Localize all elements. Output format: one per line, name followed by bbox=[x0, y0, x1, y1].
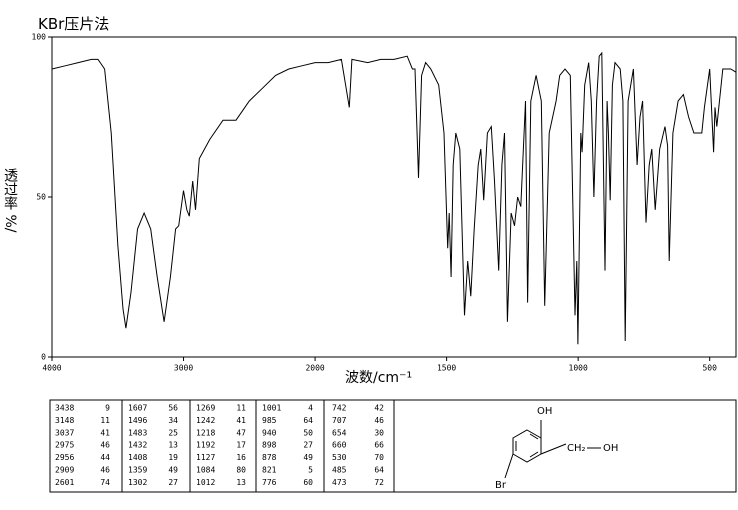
benzene-ring bbox=[504, 420, 601, 479]
peak-transmittance: 13 bbox=[236, 478, 246, 487]
peak-wavenumber: 1084 bbox=[196, 466, 215, 475]
peak-transmittance: 42 bbox=[374, 404, 384, 413]
peak-transmittance: 60 bbox=[303, 478, 313, 487]
peak-transmittance: 4 bbox=[308, 404, 313, 413]
peak-transmittance: 17 bbox=[236, 441, 246, 450]
peak-wavenumber: 1359 bbox=[128, 466, 147, 475]
peak-transmittance: 56 bbox=[168, 404, 178, 413]
spectrum-line bbox=[51, 51, 737, 345]
plot-frame bbox=[51, 36, 737, 358]
peak-wavenumber: 1012 bbox=[196, 478, 215, 487]
peak-wavenumber: 1408 bbox=[128, 453, 147, 462]
peak-wavenumber: 1483 bbox=[128, 428, 147, 437]
peak-wavenumber: 742 bbox=[332, 404, 347, 413]
peak-wavenumber: 2909 bbox=[55, 466, 74, 475]
peak-transmittance: 46 bbox=[100, 466, 110, 475]
x-tick-label: 4000 bbox=[42, 364, 61, 373]
peak-transmittance: 46 bbox=[100, 441, 110, 450]
peak-wavenumber: 3037 bbox=[55, 428, 74, 437]
peak-wavenumber: 1432 bbox=[128, 441, 147, 450]
br-label: Br bbox=[495, 480, 507, 491]
peak-wavenumber: 3148 bbox=[55, 416, 74, 425]
peak-wavenumber: 821 bbox=[262, 466, 277, 475]
peak-transmittance: 11 bbox=[236, 404, 246, 413]
peak-transmittance: 50 bbox=[303, 428, 313, 437]
peak-transmittance: 25 bbox=[168, 428, 178, 437]
peak-wavenumber: 1242 bbox=[196, 416, 215, 425]
peak-transmittance: 9 bbox=[105, 404, 110, 413]
y-tick-label: 100 bbox=[32, 33, 47, 42]
peak-wavenumber: 1496 bbox=[128, 416, 147, 425]
peak-wavenumber: 2975 bbox=[55, 441, 74, 450]
peak-transmittance: 34 bbox=[168, 416, 178, 425]
peak-wavenumber: 707 bbox=[332, 416, 347, 425]
peak-transmittance: 72 bbox=[374, 478, 384, 487]
peak-wavenumber: 1607 bbox=[128, 404, 147, 413]
y-tick-label: 50 bbox=[36, 193, 46, 202]
peak-wavenumber: 660 bbox=[332, 441, 347, 450]
peak-wavenumber: 2956 bbox=[55, 453, 74, 462]
peak-transmittance: 41 bbox=[236, 416, 246, 425]
peak-wavenumber: 1218 bbox=[196, 428, 215, 437]
table-dividers bbox=[121, 400, 395, 492]
peak-wavenumber: 1127 bbox=[196, 453, 215, 462]
peak-wavenumber: 530 bbox=[332, 453, 347, 462]
oh-label: OH bbox=[603, 443, 618, 454]
peak-transmittance: 70 bbox=[374, 453, 384, 462]
peak-transmittance: 16 bbox=[236, 453, 246, 462]
x-tick-label: 2000 bbox=[305, 364, 324, 373]
peak-transmittance: 11 bbox=[100, 416, 110, 425]
peak-wavenumber: 940 bbox=[262, 428, 277, 437]
peak-wavenumber: 654 bbox=[332, 428, 347, 437]
peak-transmittance: 66 bbox=[374, 441, 384, 450]
peak-wavenumber: 1192 bbox=[196, 441, 215, 450]
peak-wavenumber: 776 bbox=[262, 478, 277, 487]
peak-transmittance: 30 bbox=[374, 428, 384, 437]
peak-transmittance: 19 bbox=[168, 453, 178, 462]
peak-transmittance: 64 bbox=[374, 466, 384, 475]
peak-wavenumber: 1302 bbox=[128, 478, 147, 487]
x-tick-label: 500 bbox=[702, 364, 717, 373]
peak-transmittance: 27 bbox=[303, 441, 313, 450]
peak-wavenumber: 3438 bbox=[55, 404, 74, 413]
peak-transmittance: 13 bbox=[168, 441, 178, 450]
peak-transmittance: 41 bbox=[100, 428, 110, 437]
peak-transmittance: 49 bbox=[168, 466, 178, 475]
peak-wavenumber: 1269 bbox=[196, 404, 215, 413]
peak-transmittance: 27 bbox=[168, 478, 178, 487]
table-frame bbox=[49, 399, 737, 493]
peak-wavenumber: 1001 bbox=[262, 404, 281, 413]
peak-transmittance: 46 bbox=[374, 416, 384, 425]
x-axis-label: 波数/cm⁻¹ bbox=[345, 370, 412, 386]
method-note: KBr压片法 bbox=[38, 15, 109, 33]
x-tick-label: 3000 bbox=[174, 364, 193, 373]
peak-transmittance: 49 bbox=[303, 453, 313, 462]
y-tick-label: 0 bbox=[41, 353, 46, 362]
peak-wavenumber: 485 bbox=[332, 466, 347, 475]
peak-transmittance: 74 bbox=[100, 478, 110, 487]
peak-transmittance: 44 bbox=[100, 453, 110, 462]
peak-wavenumber: 473 bbox=[332, 478, 347, 487]
x-tick-label: 1500 bbox=[437, 364, 456, 373]
peak-wavenumber: 2601 bbox=[55, 478, 74, 487]
oh-label: OH bbox=[537, 406, 552, 417]
peak-transmittance: 5 bbox=[308, 466, 313, 475]
peak-wavenumber: 878 bbox=[262, 453, 277, 462]
peak-wavenumber: 985 bbox=[262, 416, 277, 425]
ch2-label: CH₂ bbox=[567, 443, 586, 454]
peak-transmittance: 64 bbox=[303, 416, 313, 425]
y-axis-label: 透过率 %/ bbox=[2, 168, 18, 233]
peak-transmittance: 47 bbox=[236, 428, 246, 437]
peak-wavenumber: 898 bbox=[262, 441, 277, 450]
x-tick-label: 1000 bbox=[569, 364, 588, 373]
peak-transmittance: 80 bbox=[236, 466, 246, 475]
